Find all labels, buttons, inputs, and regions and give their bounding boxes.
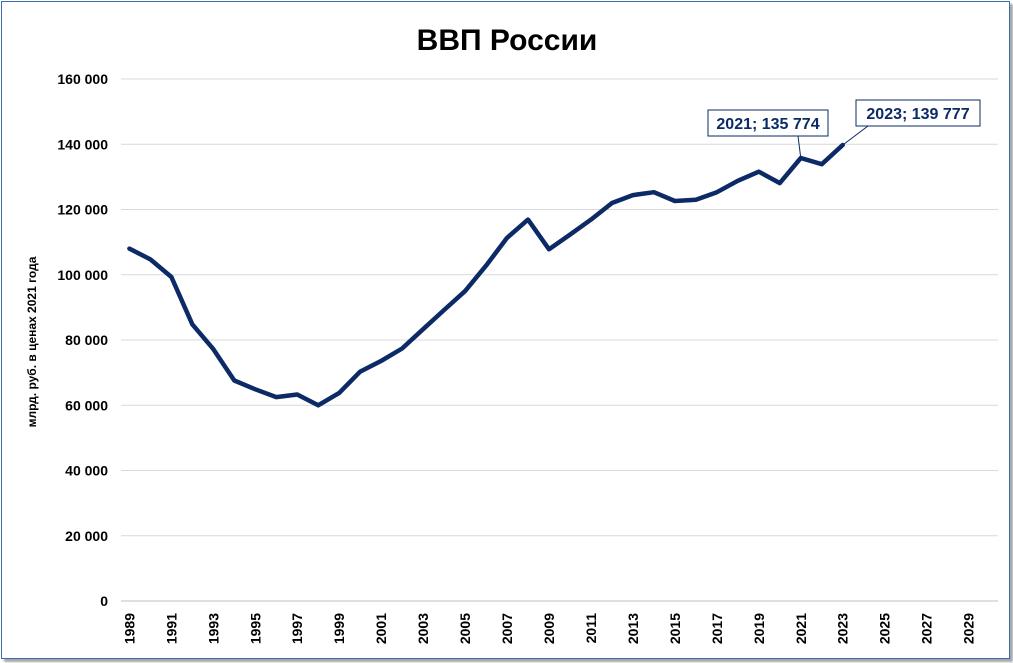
y-tick-label-160000: 160 000 — [57, 71, 108, 87]
x-tick-label-2013: 2013 — [625, 613, 641, 644]
x-tick-label-1999: 1999 — [331, 613, 347, 644]
x-tick-label-1995: 1995 — [247, 613, 263, 644]
data-label-2023: 2023; 139 777 — [866, 106, 969, 123]
x-tick-label-2009: 2009 — [541, 613, 557, 644]
y-tick-label-140000: 140 000 — [57, 136, 108, 152]
y-tick-label-0: 0 — [100, 593, 108, 609]
y-tick-label-60000: 60 000 — [65, 397, 108, 413]
x-tick-label-2007: 2007 — [499, 613, 515, 644]
x-tick-label-2005: 2005 — [457, 613, 473, 644]
y-tick-label-40000: 40 000 — [65, 463, 108, 479]
x-tick-label-1997: 1997 — [289, 613, 305, 644]
y-tick-label-120000: 120 000 — [57, 202, 108, 218]
y-tick-labels: 0 20 000 40 000 60 000 80 000 100 000 120 000 1… — [57, 71, 108, 609]
x-tick-label-2015: 2015 — [667, 613, 683, 644]
x-tick-label-1991: 1991 — [163, 613, 179, 644]
x-tick-label-2003: 2003 — [415, 613, 431, 644]
x-tick-label-2011: 2011 — [583, 613, 599, 644]
x-tick-label-2017: 2017 — [709, 613, 725, 644]
x-tick-label-1993: 1993 — [205, 613, 221, 644]
x-tick-label-2023: 2023 — [835, 613, 851, 644]
x-tick-label-2001: 2001 — [373, 613, 389, 644]
x-tick-label-2029: 2029 — [961, 613, 977, 644]
x-tick-label-2019: 2019 — [751, 613, 767, 644]
gridlines — [121, 79, 998, 536]
x-tick-label-2025: 2025 — [877, 613, 893, 644]
y-axis-label: млрд. руб. в ценах 2021 года — [25, 256, 39, 427]
callout-layer: 2021; 135 774 2023; 139 777 — [708, 100, 980, 158]
callout-leader-2021 — [798, 136, 801, 158]
callout-leader-2023 — [843, 126, 868, 145]
x-tick-label-1989: 1989 — [121, 613, 137, 644]
y-tick-label-80000: 80 000 — [65, 332, 108, 348]
x-tick-label-2021: 2021 — [793, 613, 809, 644]
x-tick-labels: 1989 1991 1993 1995 1997 1999 2001 2003 2005 2007… — [121, 613, 976, 644]
y-tick-label-100000: 100 000 — [57, 267, 108, 283]
x-tick-label-2027: 2027 — [919, 613, 935, 644]
data-label-2021: 2021; 135 774 — [716, 116, 819, 133]
y-tick-label-20000: 20 000 — [65, 528, 108, 544]
chart-title: ВВП России — [417, 24, 598, 57]
